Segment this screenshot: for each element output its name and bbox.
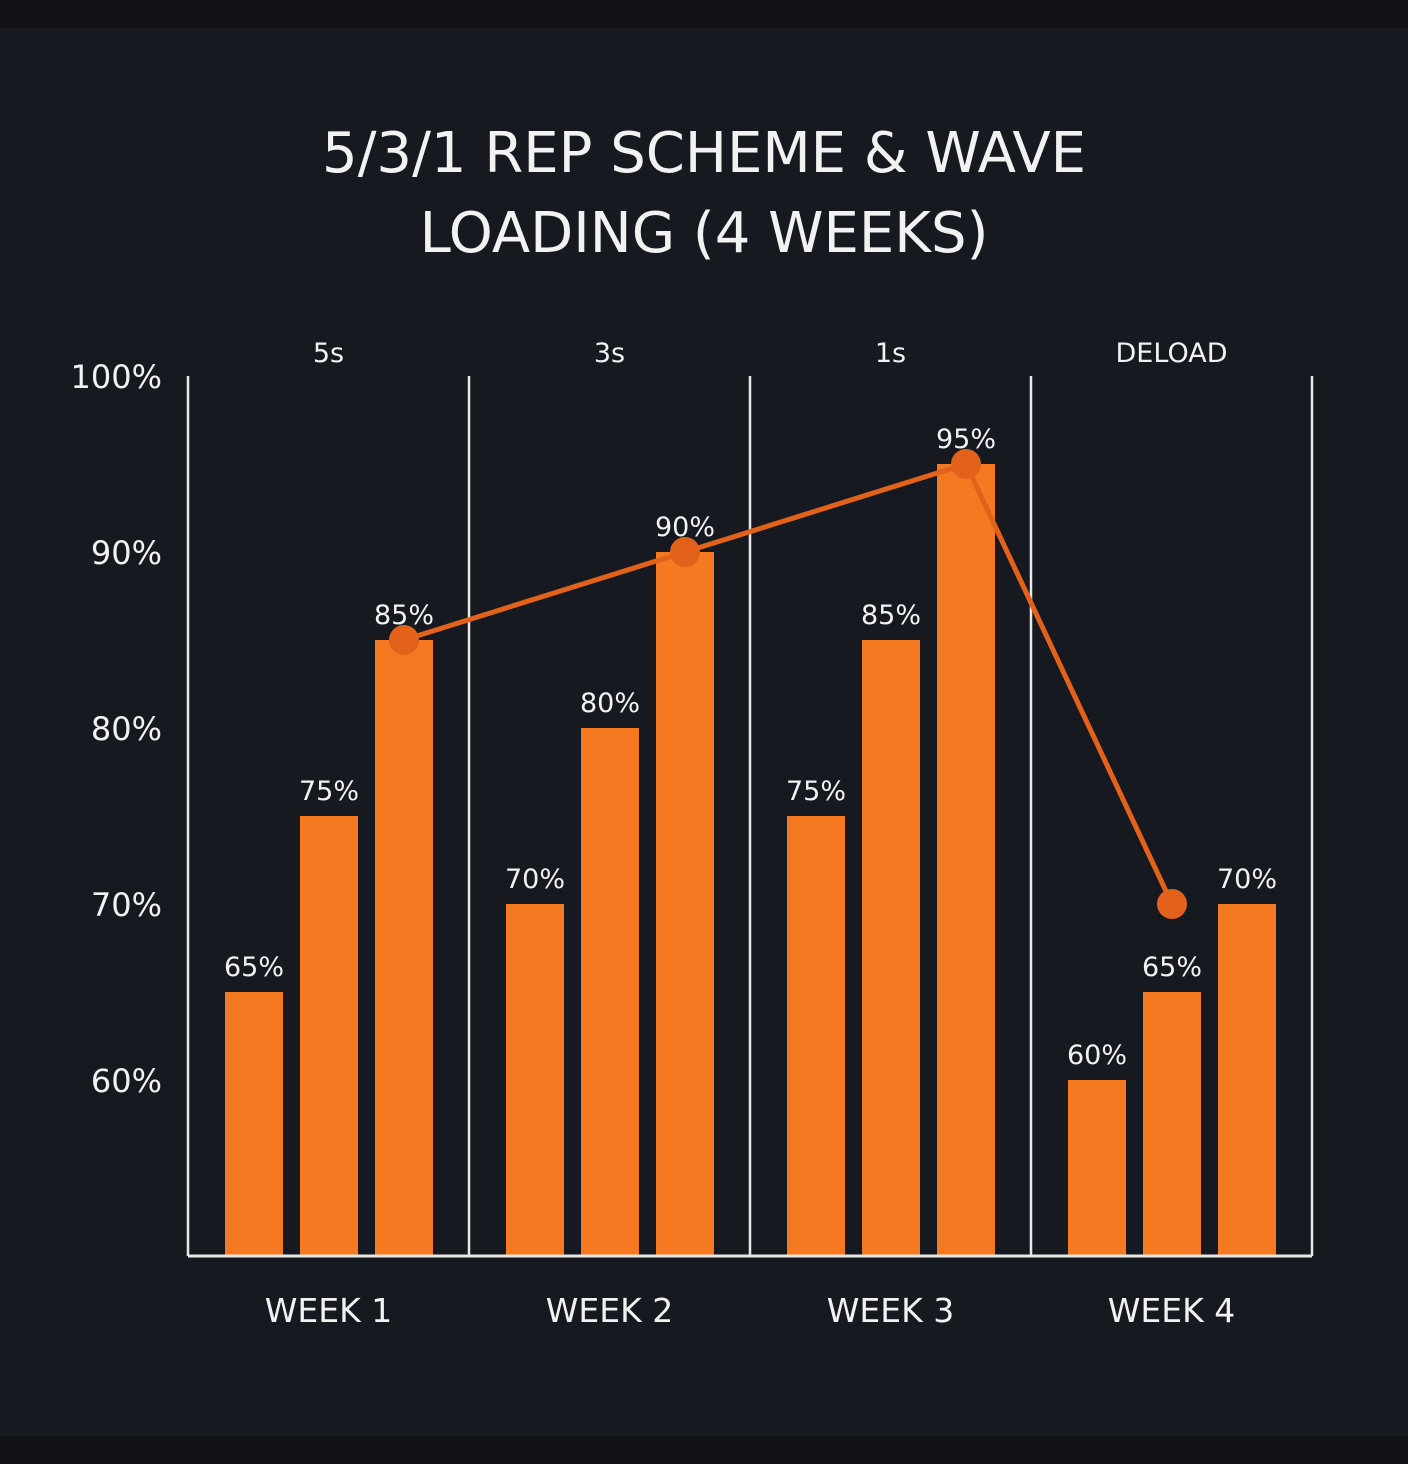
group-label: 1s bbox=[875, 338, 906, 369]
bar bbox=[300, 816, 358, 1256]
x-tick-label: WEEK 2 bbox=[546, 1291, 673, 1330]
bar bbox=[581, 728, 639, 1256]
y-tick-label: 70% bbox=[91, 886, 162, 924]
bar-label: 85% bbox=[861, 600, 921, 631]
bar bbox=[375, 640, 433, 1256]
bar-label: 65% bbox=[224, 952, 284, 983]
bar-label: 70% bbox=[505, 864, 565, 895]
bar bbox=[1218, 904, 1276, 1256]
chart-title-line-1: 5/3/1 REP SCHEME & WAVE bbox=[322, 121, 1086, 186]
bar-label: 75% bbox=[299, 776, 359, 807]
y-tick-label: 100% bbox=[71, 358, 162, 396]
y-tick-label: 80% bbox=[91, 710, 162, 748]
bar bbox=[862, 640, 920, 1256]
group-label: DELOAD bbox=[1116, 338, 1228, 369]
bar bbox=[937, 464, 995, 1256]
bar-label: 70% bbox=[1217, 864, 1277, 895]
bar bbox=[1143, 992, 1201, 1256]
trend-line bbox=[403, 461, 1175, 906]
bar bbox=[656, 552, 714, 1256]
chart-title-line-2: LOADING (4 WEEKS) bbox=[420, 201, 989, 266]
group-label: 5s bbox=[313, 338, 344, 369]
top-band bbox=[0, 0, 1408, 28]
group-label: 3s bbox=[594, 338, 625, 369]
bar-label: 75% bbox=[786, 776, 846, 807]
x-tick-label: WEEK 4 bbox=[1108, 1291, 1235, 1330]
x-tick-label: WEEK 1 bbox=[265, 1291, 392, 1330]
bar-label: 60% bbox=[1067, 1040, 1127, 1071]
trend-point bbox=[389, 625, 419, 655]
bar bbox=[506, 904, 564, 1256]
trend-point bbox=[951, 449, 981, 479]
trend-point bbox=[1157, 889, 1187, 919]
bottom-band bbox=[0, 1436, 1408, 1464]
bar-label: 80% bbox=[580, 688, 640, 719]
bar bbox=[1068, 1080, 1126, 1256]
bar-label: 65% bbox=[1142, 952, 1202, 983]
bar bbox=[225, 992, 283, 1256]
bar bbox=[787, 816, 845, 1256]
trend-point bbox=[670, 537, 700, 567]
y-tick-label: 90% bbox=[91, 534, 162, 572]
x-tick-label: WEEK 3 bbox=[827, 1291, 954, 1330]
y-tick-label: 60% bbox=[91, 1062, 162, 1100]
